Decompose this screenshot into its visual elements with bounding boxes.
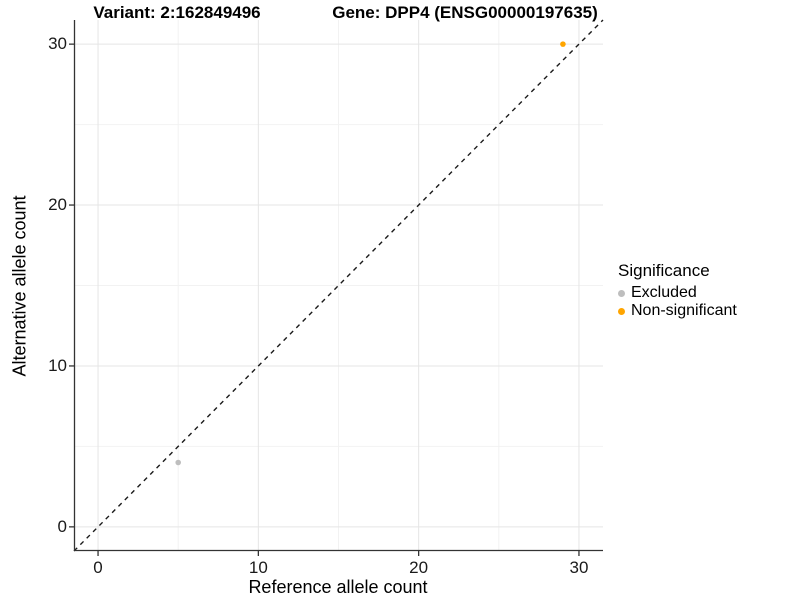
legend-item-label-non-significant: Non-significant [631, 302, 737, 319]
legend-title: Significance [618, 261, 710, 280]
y-tick-label: 0 [57, 516, 67, 536]
legend-key-dot-excluded [618, 289, 625, 297]
legend: Significance Excluded Non-significant [618, 261, 737, 320]
x-tick-label: 0 [93, 558, 103, 577]
legend-item-non-significant: Non-significant [618, 302, 737, 320]
plot-title-gene: Gene: DPP4 (ENSG00000197635) [332, 3, 598, 22]
plot-title-variant: Variant: 2:162849496 [93, 3, 261, 22]
x-tick-label: 10 [248, 558, 268, 577]
plot-panel [69, 19, 604, 556]
x-tick-label: 30 [569, 558, 589, 577]
legend-item-excluded: Excluded [618, 284, 737, 302]
y-tick-label: 10 [48, 355, 67, 375]
data-point-non-significant [560, 41, 566, 47]
legend-item-label-excluded: Excluded [631, 284, 697, 301]
legend-key-dot-non-significant [618, 307, 625, 315]
chart-svg [69, 19, 604, 556]
y-axis-title: Alternative allele count [9, 195, 30, 377]
identity-reference-line [73, 19, 604, 552]
x-axis-title: Reference allele count [248, 577, 428, 597]
y-tick-label: 30 [48, 34, 67, 54]
data-point-excluded [175, 459, 181, 466]
x-tick-label: 20 [409, 558, 429, 577]
y-tick-label: 20 [48, 195, 67, 215]
